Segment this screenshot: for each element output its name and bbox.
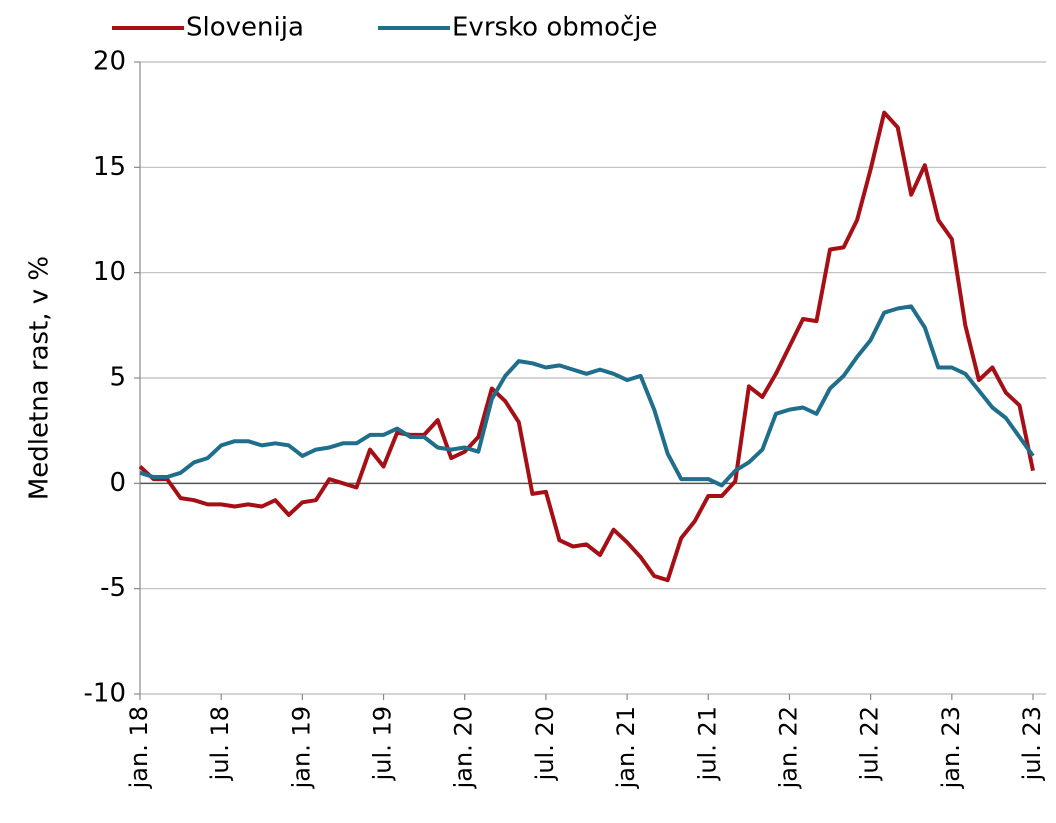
x-tick-label: jan. 18 (125, 706, 153, 789)
series-line (138, 110, 1035, 583)
y-tick-label: 15 (93, 152, 126, 182)
y-tick-label: -5 (100, 573, 126, 603)
x-tick-label: jul. 21 (693, 706, 721, 781)
series-line (139, 304, 1035, 488)
legend-label: Slovenija (186, 13, 304, 43)
x-tick-label: jul. 23 (1018, 706, 1046, 781)
x-tick-label: jul. 19 (369, 706, 397, 781)
y-tick-label: 5 (109, 363, 126, 393)
y-axis-label: Medletna rast, v % (25, 256, 55, 500)
x-tick-label: jul. 22 (856, 706, 884, 781)
x-tick-label: jan. 19 (287, 706, 315, 789)
x-tick-label: jan. 20 (450, 706, 478, 789)
x-tick-label: jan. 21 (612, 706, 640, 789)
x-tick-label: jul. 18 (206, 706, 234, 781)
x-tick-label: jan. 23 (937, 706, 965, 789)
y-tick-label: -10 (84, 679, 126, 709)
y-tick-label: 0 (109, 468, 126, 498)
legend-label: Evrsko območje (452, 13, 658, 43)
y-tick-label: 20 (93, 47, 126, 77)
y-tick-label: 10 (93, 257, 126, 287)
x-tick-label: jan. 22 (774, 706, 802, 789)
x-tick-label: jul. 20 (531, 706, 559, 781)
